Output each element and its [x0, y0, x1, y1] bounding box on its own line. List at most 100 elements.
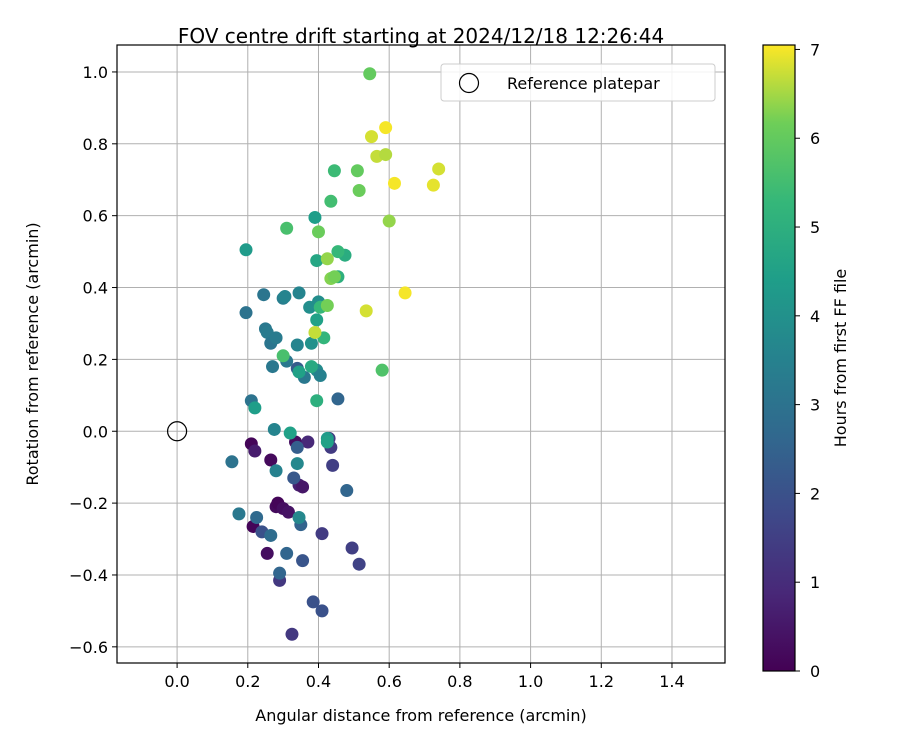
- y-tick-label: 0.8: [83, 135, 108, 154]
- data-point: [320, 252, 334, 266]
- data-point: [296, 554, 310, 568]
- data-point: [264, 528, 278, 542]
- data-points: [225, 67, 446, 641]
- data-point: [308, 325, 322, 339]
- grid-lines: [117, 45, 725, 663]
- x-tick-label: 0.6: [376, 672, 401, 691]
- colorbar-tick-label: 6: [810, 129, 820, 148]
- data-point: [280, 546, 294, 560]
- y-tick-label: 1.0: [83, 63, 108, 82]
- data-point: [304, 336, 318, 350]
- y-tick-label: −0.4: [69, 566, 108, 585]
- x-axis-ticks: 0.0 0.2 0.4 0.6 0.8 1.0 1.2 1.4: [164, 663, 685, 691]
- data-point: [340, 484, 354, 498]
- y-tick-label: −0.2: [69, 494, 108, 513]
- reference-platepar-marker: [166, 421, 188, 442]
- x-tick-label: 0.2: [235, 672, 260, 691]
- x-tick-label: 0.0: [164, 672, 189, 691]
- data-point: [359, 304, 373, 318]
- data-point: [375, 363, 389, 377]
- colorbar-ticks: 0 1 2 3 4 5 6 7: [795, 40, 820, 681]
- data-point: [248, 444, 262, 458]
- colorbar-frame: [762, 44, 796, 672]
- y-tick-label: 0.2: [83, 350, 108, 369]
- data-point: [320, 298, 334, 312]
- data-point: [327, 164, 341, 178]
- chart-title: FOV centre drift starting at 2024/12/18 …: [178, 24, 664, 48]
- legend: Reference platepar: [440, 63, 716, 102]
- colorbar-tick-label: 5: [810, 218, 820, 237]
- data-point: [290, 440, 304, 454]
- data-point: [290, 457, 304, 471]
- data-point: [320, 435, 334, 449]
- x-tick-label: 1.2: [589, 672, 614, 691]
- data-point: [257, 288, 271, 302]
- data-point: [426, 178, 440, 192]
- x-tick-label: 0.8: [447, 672, 472, 691]
- y-tick-label: 0.0: [83, 422, 108, 441]
- data-point: [292, 365, 306, 379]
- data-point: [278, 290, 292, 304]
- data-point: [292, 510, 306, 524]
- data-point: [269, 464, 283, 478]
- data-point: [311, 225, 325, 239]
- data-point: [285, 627, 299, 641]
- colorbar-tick-label: 7: [810, 40, 820, 59]
- data-point: [331, 392, 345, 406]
- data-point: [379, 148, 393, 162]
- data-point: [432, 162, 446, 176]
- data-point: [225, 455, 239, 469]
- data-point: [304, 360, 318, 374]
- reference-marker-layer: [166, 421, 188, 442]
- data-point: [365, 130, 379, 144]
- data-point: [352, 184, 366, 198]
- data-point: [239, 306, 253, 320]
- y-tick-label: 0.6: [83, 207, 108, 226]
- data-point: [315, 527, 329, 541]
- colorbar-tick-label: 1: [810, 573, 820, 592]
- data-point: [250, 510, 264, 524]
- data-point: [379, 121, 393, 135]
- data-point: [345, 541, 359, 555]
- data-point: [260, 546, 274, 560]
- y-axis-label: Rotation from reference (arcmin): [23, 222, 42, 485]
- colorbar-tick-label: 4: [810, 307, 820, 326]
- data-point: [310, 313, 324, 327]
- data-point: [269, 331, 283, 345]
- data-point: [280, 221, 294, 235]
- data-point: [266, 360, 280, 374]
- x-tick-label: 1.4: [659, 672, 684, 691]
- data-point: [315, 604, 329, 618]
- legend-box: [440, 63, 716, 102]
- data-point: [290, 338, 304, 352]
- data-point: [296, 480, 310, 494]
- data-point: [292, 286, 306, 300]
- data-point: [239, 243, 253, 257]
- data-point: [310, 254, 324, 268]
- colorbar-tick-label: 2: [810, 484, 820, 503]
- x-tick-label: 1.0: [518, 672, 543, 691]
- data-point: [398, 286, 412, 300]
- plot-frame: [116, 44, 726, 664]
- data-point: [331, 245, 345, 259]
- legend-entry-label: Reference platepar: [507, 74, 660, 93]
- colorbar-tick-label: 3: [810, 396, 820, 415]
- y-axis-ticks: −0.6 −0.4 −0.2 0.0 0.2 0.4 0.6 0.8 1.0: [69, 63, 117, 657]
- data-point: [306, 595, 320, 609]
- x-tick-label: 0.4: [306, 672, 331, 691]
- data-point: [352, 557, 366, 571]
- data-point: [363, 67, 377, 81]
- data-point: [382, 214, 396, 228]
- colorbar: 0 1 2 3 4 5 6 7 Hours from first FF file: [762, 40, 850, 681]
- data-point: [308, 210, 322, 224]
- colorbar-gradient: [763, 45, 795, 671]
- data-point: [324, 194, 338, 208]
- data-point: [248, 401, 262, 415]
- data-point: [264, 453, 278, 467]
- legend-marker-open-circle: [458, 72, 480, 94]
- data-point: [273, 566, 287, 580]
- data-point: [326, 458, 340, 472]
- y-tick-label: −0.6: [69, 638, 108, 657]
- y-tick-label: 0.4: [83, 279, 108, 298]
